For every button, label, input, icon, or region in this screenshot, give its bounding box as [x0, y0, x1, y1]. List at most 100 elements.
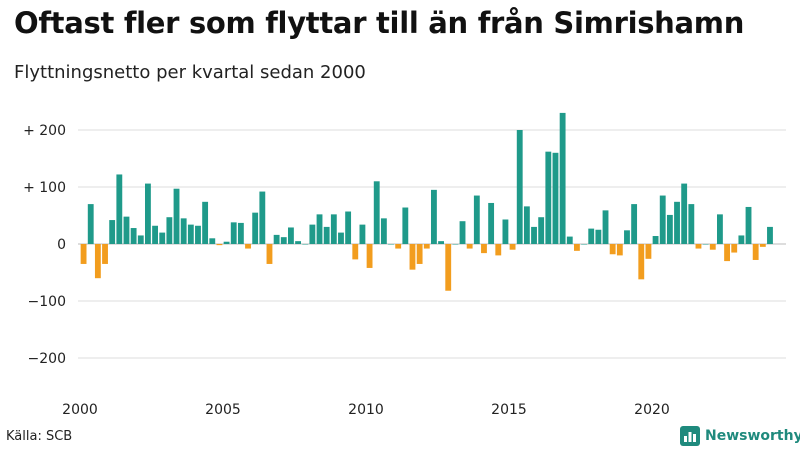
- bar: [731, 244, 738, 253]
- bar: [195, 225, 201, 244]
- bar: [216, 244, 223, 246]
- bar: [94, 244, 101, 279]
- bar: [724, 244, 730, 262]
- bar: [609, 244, 616, 255]
- bar: [373, 181, 380, 244]
- x-tick-label: 2005: [205, 402, 241, 418]
- bar: [523, 206, 530, 244]
- bar: [638, 244, 645, 280]
- bar: [366, 244, 373, 268]
- bar: [338, 232, 344, 244]
- bar: [574, 244, 580, 251]
- bar: [130, 228, 137, 244]
- bar: [695, 244, 702, 249]
- chart-logo-icon: [680, 426, 700, 446]
- bar: [452, 244, 459, 245]
- source-note: Källa: SCB: [6, 429, 73, 444]
- bar: [395, 244, 402, 249]
- bar: [738, 235, 745, 244]
- bar: [552, 152, 559, 244]
- bar: [616, 244, 623, 256]
- bar: [402, 207, 409, 244]
- bar: [481, 244, 487, 254]
- x-tick-label: 2020: [634, 402, 670, 418]
- bar: [102, 244, 108, 264]
- y-tick-label: + 200: [23, 123, 66, 139]
- bar: [87, 204, 94, 244]
- bar: [423, 244, 430, 249]
- bar: [509, 244, 516, 250]
- bar: [666, 214, 673, 244]
- bar: [709, 244, 716, 250]
- bar: [759, 244, 766, 247]
- bar: [159, 232, 166, 244]
- bar: [531, 226, 537, 244]
- y-tick-label: 0: [57, 237, 66, 253]
- bar: [588, 228, 595, 244]
- x-tick-label: 2015: [491, 402, 527, 418]
- bar: [645, 244, 652, 259]
- bar: [245, 244, 251, 249]
- bar: [123, 216, 130, 244]
- bar: [495, 244, 502, 256]
- bar: [388, 244, 394, 245]
- bar: [502, 219, 509, 244]
- bar: [674, 201, 680, 244]
- bar: [116, 174, 123, 244]
- bar: [316, 214, 323, 244]
- bar: [752, 244, 759, 260]
- bar: [459, 221, 466, 244]
- bar: [80, 244, 87, 264]
- bar: [602, 210, 609, 244]
- bar: [688, 204, 695, 244]
- bar: [166, 217, 173, 244]
- bar: [330, 214, 337, 244]
- bar: [566, 236, 573, 244]
- bar: [581, 244, 587, 245]
- bar: [288, 227, 294, 244]
- bar: [259, 191, 266, 244]
- bar: [109, 220, 116, 244]
- bar: [445, 244, 452, 291]
- bar: [438, 241, 444, 244]
- chart-subtitle: Flyttningsnetto per kvartal sedan 2000: [14, 62, 366, 83]
- chart-title: Oftast fler som flyttar till än från Sim…: [14, 6, 745, 40]
- bar: [745, 206, 752, 244]
- bar: [137, 235, 144, 244]
- brand-name: Newsworthy: [705, 428, 800, 444]
- bar: [652, 236, 659, 244]
- bar: [273, 234, 280, 244]
- bar: [380, 218, 387, 244]
- bar: [266, 244, 273, 264]
- y-tick-label: + 100: [23, 180, 66, 196]
- bar: [187, 224, 194, 244]
- bar: [152, 225, 158, 244]
- bar: [431, 189, 437, 244]
- bar: [538, 217, 545, 244]
- bar: [209, 238, 216, 244]
- bar: [323, 226, 330, 244]
- bar: [473, 195, 480, 244]
- bar: [295, 241, 301, 244]
- x-tick-label: 2010: [348, 402, 384, 418]
- bar: [717, 214, 723, 244]
- bar: [595, 229, 602, 244]
- bar: [681, 183, 688, 244]
- bar: [409, 244, 416, 270]
- bar: [223, 241, 230, 244]
- bar: [230, 222, 237, 244]
- bar: [545, 151, 552, 244]
- bar: [767, 226, 773, 244]
- bar: [559, 112, 566, 245]
- bar: [352, 244, 359, 260]
- bar: [309, 224, 316, 244]
- x-tick-label: 2000: [62, 402, 98, 418]
- bar: [516, 130, 523, 244]
- bar: [145, 183, 151, 244]
- bar: [466, 244, 473, 249]
- bar: [488, 202, 495, 244]
- bar: [280, 237, 287, 244]
- bar: [252, 212, 259, 244]
- bar: [631, 204, 638, 244]
- bar: [302, 244, 309, 245]
